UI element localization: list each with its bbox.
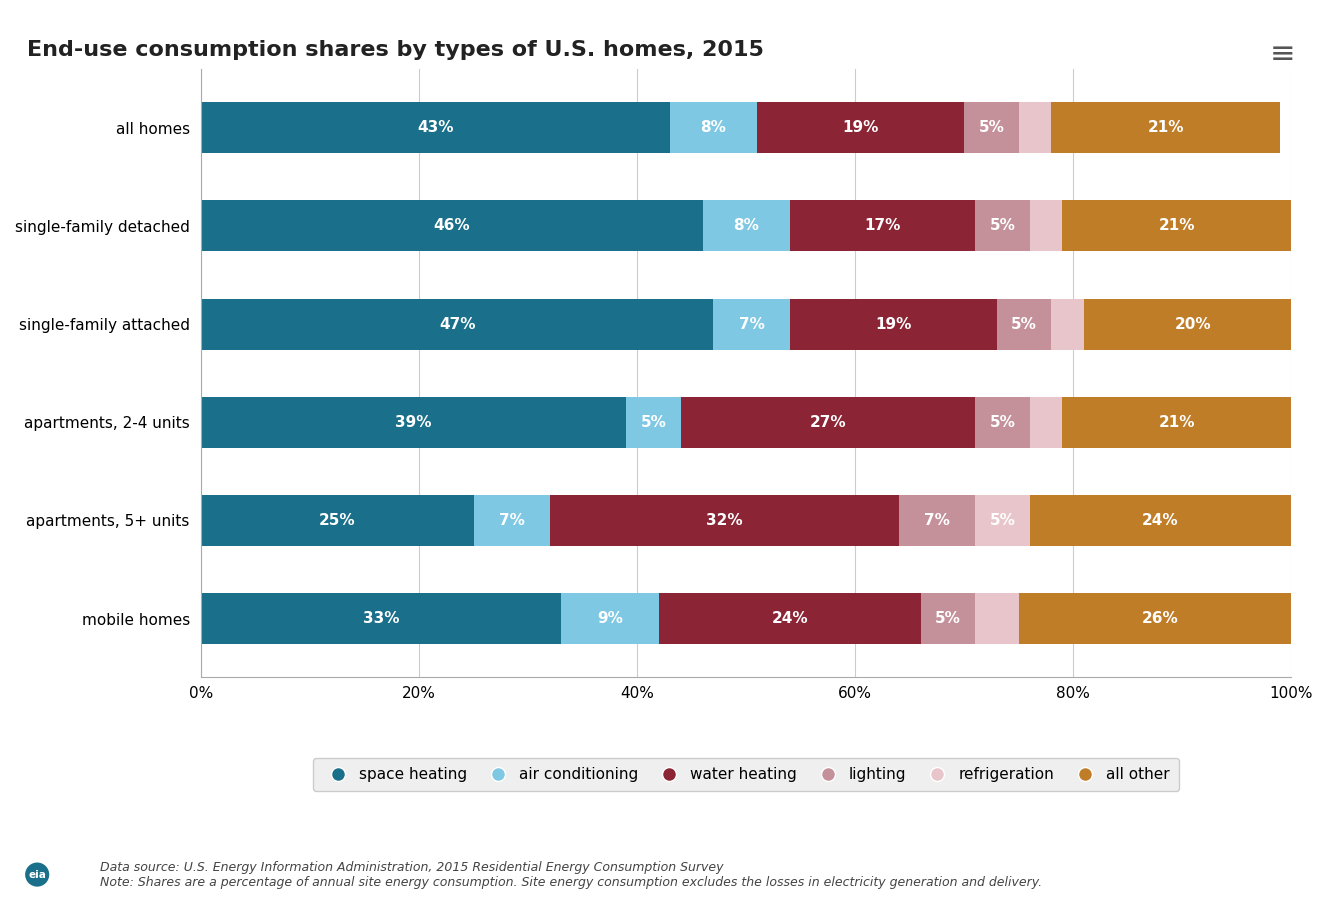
Bar — [975, 396, 1029, 448]
Bar — [1029, 200, 1062, 251]
Bar — [964, 102, 1019, 153]
Text: 17%: 17% — [865, 218, 900, 233]
Text: Data source: U.S. Energy Information Administration, 2015 Residential Energy Con: Data source: U.S. Energy Information Adm… — [100, 861, 724, 874]
Text: 43%: 43% — [417, 120, 454, 135]
Text: Note: Shares are a percentage of annual site energy consumption. Site energy con: Note: Shares are a percentage of annual … — [100, 876, 1041, 889]
Bar — [659, 593, 920, 644]
Text: 5%: 5% — [989, 218, 1016, 233]
Text: 47%: 47% — [440, 317, 475, 332]
Bar — [474, 495, 550, 546]
Bar — [201, 102, 669, 153]
Text: 26%: 26% — [1142, 611, 1179, 626]
Text: 24%: 24% — [1142, 513, 1179, 527]
Bar — [713, 299, 790, 350]
Bar — [560, 593, 659, 644]
Text: 25%: 25% — [319, 513, 356, 527]
Text: 19%: 19% — [875, 317, 911, 332]
Text: 8%: 8% — [733, 218, 760, 233]
Text: 21%: 21% — [1158, 218, 1195, 233]
Bar — [1019, 593, 1303, 644]
Text: 8%: 8% — [700, 120, 726, 135]
Text: 7%: 7% — [924, 513, 950, 527]
Text: 5%: 5% — [640, 414, 667, 430]
Text: 24%: 24% — [772, 611, 807, 626]
Text: 5%: 5% — [1011, 317, 1037, 332]
Text: End-use consumption shares by types of U.S. homes, 2015: End-use consumption shares by types of U… — [27, 40, 764, 60]
Text: eia: eia — [28, 869, 46, 880]
Bar — [975, 593, 1019, 644]
Text: ≡: ≡ — [1270, 40, 1295, 69]
Bar — [757, 102, 964, 153]
Text: 39%: 39% — [396, 414, 432, 430]
Text: 9%: 9% — [596, 611, 623, 626]
Text: 33%: 33% — [363, 611, 400, 626]
Text: 7%: 7% — [738, 317, 765, 332]
Text: 20%: 20% — [1175, 317, 1211, 332]
Bar — [1019, 102, 1052, 153]
Bar — [1084, 299, 1303, 350]
Bar — [201, 200, 703, 251]
Text: 21%: 21% — [1147, 120, 1185, 135]
Legend: space heating, air conditioning, water heating, lighting, refrigeration, all oth: space heating, air conditioning, water h… — [313, 758, 1179, 791]
Bar — [550, 495, 899, 546]
Bar — [669, 102, 757, 153]
Bar — [681, 396, 975, 448]
Bar — [1029, 495, 1291, 546]
Bar — [201, 593, 560, 644]
Bar — [201, 299, 713, 350]
Bar — [627, 396, 681, 448]
Text: 5%: 5% — [989, 513, 1016, 527]
Text: 7%: 7% — [499, 513, 525, 527]
Text: 19%: 19% — [842, 120, 879, 135]
Bar — [975, 200, 1029, 251]
Bar — [790, 200, 975, 251]
Text: 5%: 5% — [979, 120, 1004, 135]
Text: 21%: 21% — [1158, 414, 1195, 430]
Text: 32%: 32% — [706, 513, 742, 527]
Bar — [975, 495, 1029, 546]
Bar — [201, 495, 474, 546]
Bar — [1052, 299, 1084, 350]
Bar — [1062, 200, 1291, 251]
Text: 5%: 5% — [935, 611, 960, 626]
Text: 5%: 5% — [989, 414, 1016, 430]
Bar — [703, 200, 790, 251]
Text: 46%: 46% — [433, 218, 470, 233]
Text: 27%: 27% — [810, 414, 846, 430]
Bar — [1062, 396, 1291, 448]
Bar — [1052, 102, 1280, 153]
Bar — [997, 299, 1052, 350]
Bar — [1029, 396, 1062, 448]
Bar — [920, 593, 975, 644]
Bar — [790, 299, 997, 350]
Bar — [899, 495, 975, 546]
Bar — [201, 396, 627, 448]
